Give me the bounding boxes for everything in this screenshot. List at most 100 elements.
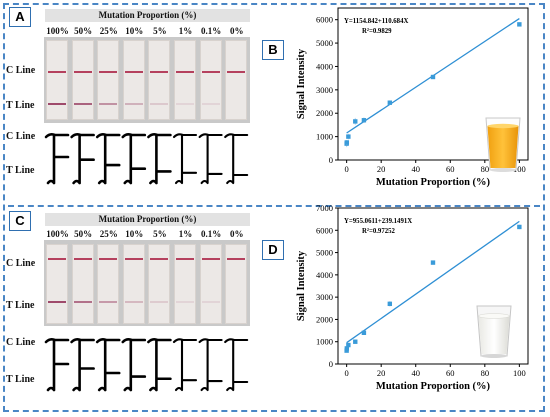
test-strip bbox=[71, 40, 94, 120]
c-band bbox=[201, 258, 220, 260]
data-point bbox=[361, 330, 367, 335]
y-tick-label: 4000 bbox=[316, 61, 333, 71]
data-point bbox=[517, 224, 522, 230]
plot-frame bbox=[337, 207, 529, 365]
t-band bbox=[150, 103, 169, 105]
x-axis-label: Mutation Proportion (%) bbox=[376, 381, 491, 392]
c-band bbox=[124, 258, 143, 260]
x-tick-label: 0 bbox=[345, 164, 349, 174]
test-strip bbox=[122, 40, 145, 120]
percent-label: 5% bbox=[153, 229, 167, 239]
plot-frame bbox=[337, 7, 529, 161]
test-strip bbox=[199, 244, 222, 324]
trace-line bbox=[198, 133, 223, 185]
test-strip bbox=[97, 244, 120, 324]
x-tick-label: 80 bbox=[481, 164, 490, 174]
x-tick-label: 60 bbox=[446, 164, 455, 174]
t-band bbox=[201, 103, 220, 105]
y-tick-label: 1000 bbox=[316, 337, 333, 347]
data-point bbox=[344, 140, 350, 145]
test-strip bbox=[97, 40, 120, 120]
t-band bbox=[124, 301, 143, 303]
percent-label: 0.1% bbox=[200, 229, 222, 239]
trace-line bbox=[121, 133, 147, 185]
test-strip bbox=[148, 244, 171, 324]
panel-label-c: C bbox=[9, 211, 31, 231]
percent-label: 1% bbox=[178, 26, 193, 36]
data-point bbox=[353, 119, 358, 124]
test-strip bbox=[148, 40, 171, 120]
header-a: Mutation Proportion (%) bbox=[45, 9, 250, 22]
data-point bbox=[387, 100, 393, 105]
trace-area-c bbox=[40, 330, 250, 396]
x-tick-label: 40 bbox=[411, 368, 420, 378]
trace-line bbox=[224, 133, 249, 185]
data-point bbox=[430, 260, 436, 265]
t-line-label-a2: T Line bbox=[6, 165, 35, 176]
t-line-label-c2: T Line bbox=[6, 374, 35, 385]
trace-line bbox=[198, 338, 223, 392]
trace-plot-c bbox=[44, 338, 249, 392]
x-tick-label: 60 bbox=[446, 368, 455, 378]
test-strip bbox=[174, 40, 196, 120]
c-band bbox=[227, 71, 246, 73]
data-point bbox=[344, 348, 349, 353]
x-tick-label: 0 bbox=[345, 368, 349, 378]
percent-label: 0% bbox=[229, 229, 244, 239]
percent-label: 10% bbox=[125, 229, 144, 239]
r-squared-label: R²=0.97252 bbox=[362, 228, 396, 235]
panel-label-b: B bbox=[262, 40, 284, 60]
percent-label: 10% bbox=[125, 26, 144, 36]
percent-label: 0.1% bbox=[200, 26, 222, 36]
test-strip bbox=[225, 244, 248, 324]
equation-label: Y=955.0611+239.1491X bbox=[344, 218, 412, 225]
y-tick-label: 0 bbox=[329, 155, 333, 165]
y-tick-label: 1000 bbox=[316, 132, 333, 142]
percent-label: 100% bbox=[46, 229, 69, 239]
c-band bbox=[48, 258, 66, 260]
trace-line bbox=[95, 338, 121, 392]
c-band bbox=[99, 71, 118, 73]
percent-label: 25% bbox=[99, 26, 118, 36]
data-point bbox=[430, 74, 436, 80]
t-band bbox=[99, 301, 118, 303]
percent-label: 50% bbox=[74, 26, 93, 36]
x-tick-label: 100 bbox=[513, 368, 526, 378]
c-band bbox=[124, 71, 143, 73]
trace-line bbox=[147, 338, 172, 392]
t-line-label-a: T Line bbox=[6, 100, 35, 111]
milk-glass-icon bbox=[470, 298, 518, 365]
y-tick-label: 3000 bbox=[316, 292, 333, 302]
trace-line bbox=[70, 133, 95, 185]
t-line-label-c: T Line bbox=[6, 300, 35, 311]
fit-line bbox=[346, 220, 520, 344]
percent-label: 5% bbox=[153, 26, 167, 36]
y-tick-label: 0 bbox=[329, 359, 333, 369]
t-band bbox=[99, 103, 118, 105]
r-squared-label: R²=0.9829 bbox=[362, 28, 392, 35]
y-tick-label: 6000 bbox=[316, 225, 333, 235]
y-axis-label: Signal Intensity bbox=[296, 250, 307, 321]
c-line-label-a2: C Line bbox=[6, 131, 36, 142]
trace-line bbox=[44, 133, 70, 185]
c-band bbox=[176, 71, 194, 73]
trace-line bbox=[224, 338, 249, 392]
c-band bbox=[73, 258, 92, 260]
header-c: Mutation Proportion (%) bbox=[45, 213, 250, 226]
data-point bbox=[346, 342, 351, 348]
data-point bbox=[353, 339, 358, 344]
t-band bbox=[176, 103, 194, 105]
test-strip bbox=[46, 40, 68, 120]
test-strip bbox=[199, 40, 222, 120]
data-point bbox=[346, 134, 351, 139]
x-tick-label: 80 bbox=[481, 368, 490, 378]
y-axis-label: Signal Intensity bbox=[296, 48, 307, 119]
data-point bbox=[387, 301, 393, 307]
t-band bbox=[124, 103, 143, 105]
t-band bbox=[48, 301, 66, 303]
data-point bbox=[344, 346, 350, 351]
c-band bbox=[176, 258, 194, 260]
chart-d: 0 20 40 60 80 1000100020003000400050006000700… bbox=[296, 203, 529, 392]
test-strip bbox=[46, 244, 68, 324]
c-band bbox=[150, 71, 169, 73]
